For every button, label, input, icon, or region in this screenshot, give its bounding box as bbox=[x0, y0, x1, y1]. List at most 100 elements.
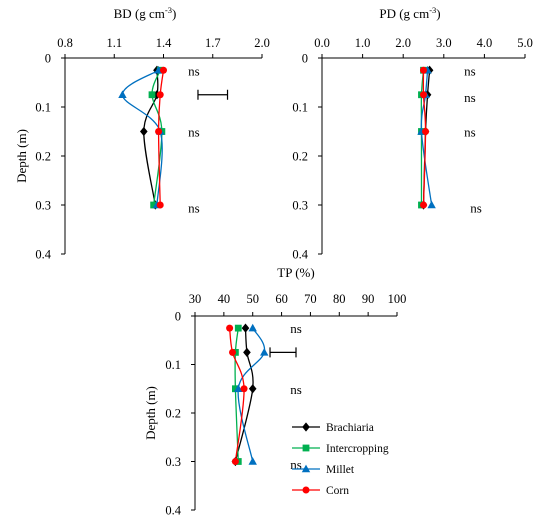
data-point-millet-1 bbox=[260, 347, 269, 356]
y-tick-label-0: 0 bbox=[45, 52, 51, 66]
data-point-millet-2 bbox=[234, 384, 243, 392]
series-line-intercropping bbox=[420, 70, 425, 205]
data-point-intercropping-3 bbox=[150, 201, 158, 209]
y-tick-label-0-4: 0.4 bbox=[35, 248, 51, 262]
x-tick-label-1-1: 1.1 bbox=[106, 36, 122, 50]
legend-item-intercropping: Intercropping bbox=[292, 443, 389, 455]
series-line-intercropping bbox=[234, 328, 239, 462]
series-line-millet bbox=[121, 69, 163, 206]
legend-item-corn: Corn bbox=[292, 485, 349, 497]
y-axis-label: Depth (m) bbox=[143, 386, 158, 440]
y-tick-label-0-4: 0.4 bbox=[165, 504, 181, 518]
ns-annotation-2: ns bbox=[464, 125, 476, 140]
data-point-corn-3 bbox=[156, 201, 164, 209]
y-tick-label-0-2: 0.2 bbox=[292, 150, 308, 164]
data-point-brachiaria-1 bbox=[243, 347, 251, 357]
x-tick-label-1-7: 1.7 bbox=[205, 36, 221, 50]
chart-title: TP (%) bbox=[277, 265, 314, 280]
x-tick-label-1-4: 1.4 bbox=[156, 36, 172, 50]
y-tick-label-0-3: 0.3 bbox=[35, 199, 51, 213]
legend-label-corn: Corn bbox=[326, 485, 349, 497]
series-corn bbox=[226, 324, 248, 465]
chart-title: PD (g cm-3) bbox=[379, 5, 440, 21]
legend-label-intercropping: Intercropping bbox=[326, 443, 389, 455]
series-intercropping bbox=[148, 66, 166, 209]
legend-marker-intercropping bbox=[302, 444, 310, 452]
bd-panel: BD (g cm-3) 0.8 1.1 1.4 1.7 2.0 0 0.1 0.2 0.3 0.4 D… bbox=[14, 5, 270, 262]
x-tick-label-5-0: 5.0 bbox=[517, 36, 533, 50]
chart-title: BD (g cm-3) bbox=[114, 5, 177, 21]
data-point-corn-2 bbox=[422, 128, 430, 135]
x-tick-label-0-8: 0.8 bbox=[57, 36, 73, 50]
y-tick-label-0-1: 0.1 bbox=[292, 101, 308, 115]
x-tick-label-1-0: 1.0 bbox=[355, 36, 371, 50]
ns-annotation-0: ns bbox=[290, 321, 302, 336]
y-tick-label-0-1: 0.1 bbox=[165, 358, 181, 372]
data-point-millet-0 bbox=[248, 323, 257, 332]
series-corn bbox=[155, 66, 167, 209]
data-point-corn-3 bbox=[231, 458, 239, 465]
data-point-corn-1 bbox=[156, 91, 164, 99]
data-point-corn-1 bbox=[420, 91, 427, 99]
x-tick-label-4-0: 4.0 bbox=[477, 36, 493, 50]
legend-label-millet: Millet bbox=[326, 464, 355, 476]
data-point-intercropping-0 bbox=[234, 324, 242, 332]
ns-annotation-3: ns bbox=[470, 200, 482, 215]
series-line-intercropping bbox=[151, 70, 163, 206]
data-point-brachiaria-2 bbox=[140, 126, 148, 137]
tp-panel: TP (%) 30 40 50 60 70 80 90 100 0 0.1 0.2 0.3 0.4 Dept… bbox=[143, 265, 406, 518]
x-tick-label-2-0: 2.0 bbox=[395, 36, 411, 50]
series-line-brachiaria bbox=[143, 70, 159, 206]
data-point-corn-2 bbox=[240, 385, 248, 393]
data-point-corn-0 bbox=[420, 66, 427, 74]
x-tick-label-100: 100 bbox=[388, 292, 407, 306]
series-line-millet bbox=[237, 327, 266, 462]
series-millet bbox=[234, 323, 269, 465]
legend-item-brachiaria: Brachiaria bbox=[292, 422, 374, 434]
data-point-corn-3 bbox=[420, 201, 427, 209]
series-line-millet bbox=[420, 70, 433, 206]
x-tick-label-40: 40 bbox=[218, 292, 231, 306]
ns-annotation-2: ns bbox=[290, 457, 302, 472]
legend-label-brachiaria: Brachiaria bbox=[326, 422, 374, 434]
x-tick-label-30: 30 bbox=[189, 292, 202, 306]
x-tick-label-60: 60 bbox=[275, 292, 288, 306]
data-point-brachiaria-0 bbox=[241, 323, 250, 333]
pd-panel: PD (g cm-3) 0.0 1.0 2.0 3.0 4.0 5.0 0 0.1 0.2 0.3 0… bbox=[292, 5, 532, 262]
ns-annotation-0: ns bbox=[464, 63, 476, 78]
x-tick-label-3-0: 3.0 bbox=[436, 36, 452, 50]
data-point-millet-3 bbox=[248, 457, 257, 465]
ns-annotation-1: ns bbox=[290, 382, 302, 397]
data-point-intercropping-2 bbox=[232, 385, 239, 393]
data-point-brachiaria-2 bbox=[248, 384, 257, 394]
legend-item-millet: Millet bbox=[292, 464, 355, 476]
series-line-brachiaria bbox=[234, 328, 254, 462]
y-tick-label-0-4: 0.4 bbox=[292, 248, 308, 262]
y-axis-label: Depth (m) bbox=[14, 129, 29, 183]
data-point-corn-0 bbox=[160, 66, 167, 74]
series-brachiaria bbox=[140, 65, 161, 210]
ns-annotation-1: ns bbox=[188, 125, 200, 140]
y-tick-label-0-3: 0.3 bbox=[165, 455, 181, 469]
x-tick-label-2-0: 2.0 bbox=[254, 36, 270, 50]
data-point-corn-1 bbox=[229, 348, 237, 356]
series-line-corn bbox=[422, 70, 427, 206]
data-point-corn-0 bbox=[226, 324, 234, 332]
data-point-corn-2 bbox=[155, 128, 163, 135]
x-tick-label-90: 90 bbox=[362, 292, 375, 306]
ns-annotation-1: ns bbox=[464, 90, 476, 105]
data-point-millet-3 bbox=[427, 200, 436, 209]
series-line-corn bbox=[157, 70, 165, 206]
lsd-error-bar bbox=[269, 347, 297, 358]
y-tick-label-0-2: 0.2 bbox=[165, 407, 181, 421]
data-point-intercropping-1 bbox=[148, 91, 156, 99]
legend-marker-millet bbox=[301, 464, 311, 473]
series-millet bbox=[417, 65, 436, 209]
y-tick-label-0-2: 0.2 bbox=[35, 150, 51, 164]
series-corn bbox=[420, 66, 430, 209]
y-tick-label-0: 0 bbox=[302, 52, 308, 66]
series-line-corn bbox=[228, 328, 245, 462]
y-tick-label-0: 0 bbox=[175, 310, 181, 324]
legend: Brachiaria Intercropping Millet Corn bbox=[292, 422, 389, 497]
x-tick-label-70: 70 bbox=[304, 292, 317, 306]
